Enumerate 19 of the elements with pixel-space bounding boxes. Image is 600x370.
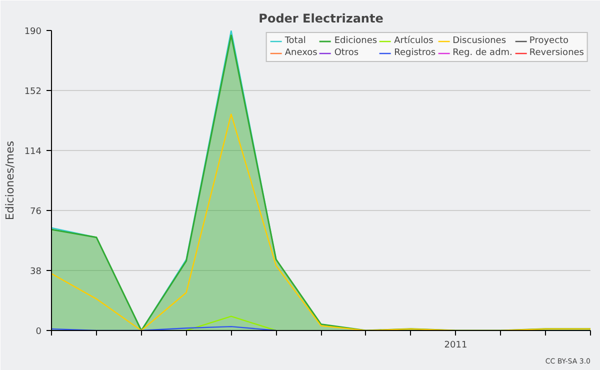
- y-tick-label: 152: [24, 87, 42, 97]
- x-tick-label: 2011: [444, 340, 468, 350]
- legend-label: Reg. de adm.: [452, 48, 512, 58]
- legend-label: Total: [284, 36, 306, 46]
- legend-label: Ediciones: [334, 36, 378, 46]
- y-tick-label: 190: [24, 27, 42, 37]
- legend-label: Artículos: [394, 36, 434, 46]
- chart-title: Poder Electrizante: [258, 12, 384, 26]
- y-tick-label: 76: [30, 207, 42, 217]
- legend-label: Proyecto: [529, 36, 569, 46]
- legend-label: Registros: [394, 48, 436, 58]
- legend-label: Otros: [334, 48, 359, 58]
- y-tick-label: 38: [30, 267, 42, 277]
- y-tick-label: 114: [24, 147, 42, 157]
- legend-label: Discusiones: [452, 36, 506, 46]
- y-axis-title: Ediciones/mes: [3, 140, 16, 220]
- legend-label: Reversiones: [529, 48, 584, 58]
- y-tick-label: 0: [36, 327, 42, 337]
- legend-label: Anexos: [284, 48, 318, 58]
